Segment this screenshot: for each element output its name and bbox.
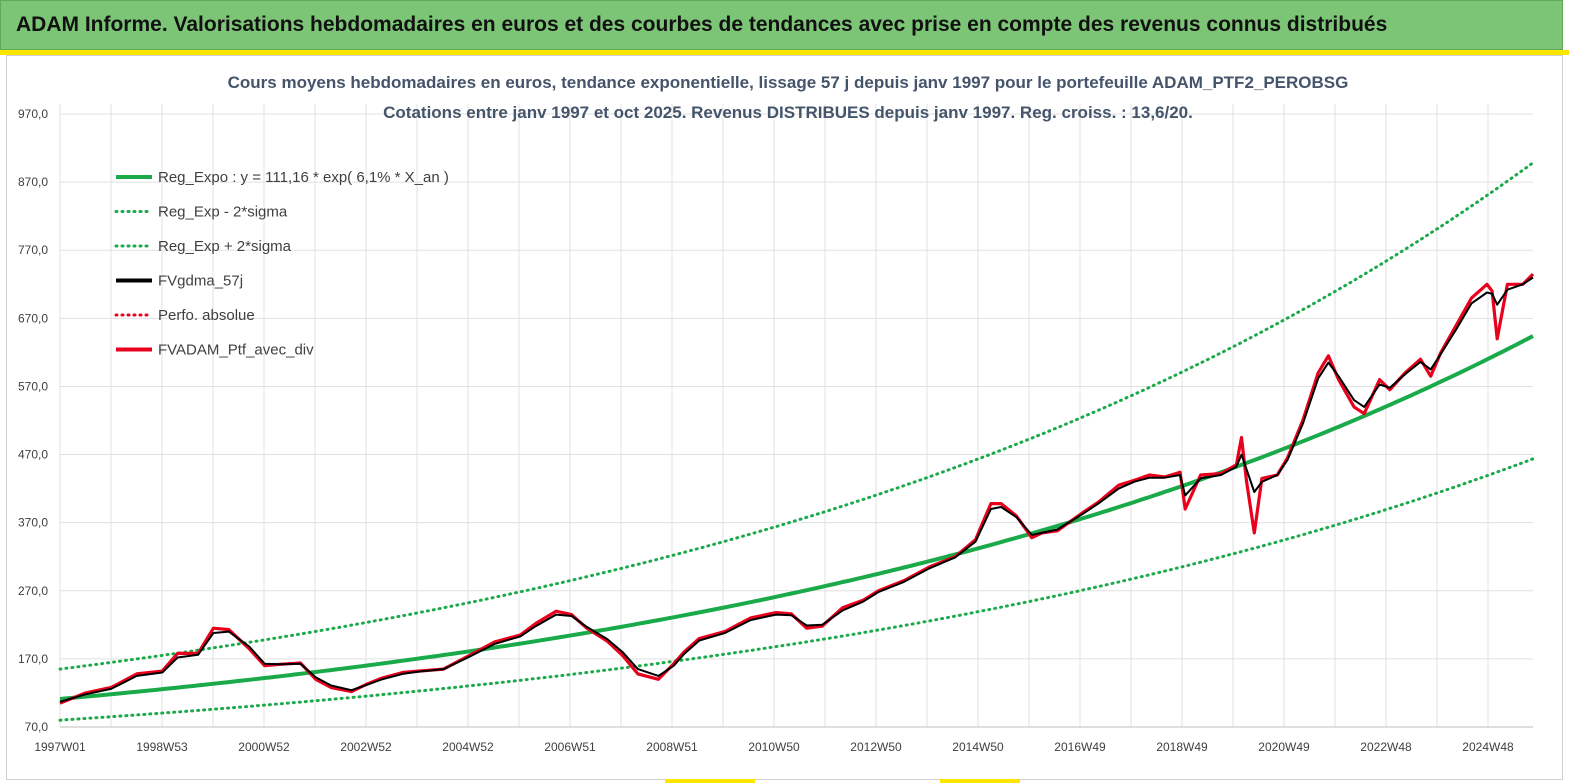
x-tick-label: 1997W01 [34, 740, 86, 754]
y-tick-label: 470,0 [18, 448, 48, 462]
x-tick-label: 2014W50 [952, 740, 1004, 754]
y-tick-label: 170,0 [18, 652, 48, 666]
x-tick-label: 2000W52 [238, 740, 290, 754]
y-tick-label: 970,0 [18, 107, 48, 121]
chart-title-line-2: Cotations entre janv 1997 et oct 2025. R… [383, 103, 1193, 122]
x-axis: 1997W01 1998W53 2000W52 2002W52 2004W52 2006W… [34, 740, 1514, 754]
x-tick-label: 2008W51 [646, 740, 698, 754]
y-tick-label: 870,0 [18, 175, 48, 189]
x-tick-label: 2010W50 [748, 740, 800, 754]
series-reg-plus-2sigma [58, 161, 1535, 671]
series-reg-expo [59, 334, 1534, 701]
y-tick-label: 370,0 [18, 516, 48, 530]
x-tick-label: 2002W52 [340, 740, 392, 754]
y-tick-label: 70,0 [25, 720, 49, 734]
header-bar: ADAM Informe. Valorisations hebdomadaire… [0, 0, 1563, 50]
legend: Reg_Expo : y = 111,16 * exp( 6,1% * X_an… [114, 169, 449, 359]
legend-label: FVgdma_57j [158, 273, 243, 290]
series-reg-minus-2sigma [58, 457, 1535, 722]
x-tick-label: 2018W49 [1156, 740, 1208, 754]
accent-bar [0, 50, 1569, 55]
accent-chip [940, 779, 1020, 783]
x-tick-label: 2016W49 [1054, 740, 1106, 754]
x-tick-label: 2012W50 [850, 740, 902, 754]
chart-grid [59, 104, 1533, 728]
legend-label: Reg_Exp + 2*sigma [158, 238, 292, 255]
accent-chip [665, 779, 755, 783]
page-title: ADAM Informe. Valorisations hebdomadaire… [16, 13, 1388, 36]
x-tick-label: 1998W53 [136, 740, 188, 754]
y-tick-label: 670,0 [18, 311, 48, 325]
x-tick-label: 2006W51 [544, 740, 596, 754]
series-fvgdma-57j [59, 276, 1534, 703]
y-tick-label: 570,0 [18, 379, 48, 393]
legend-label: FVADAM_Ptf_avec_div [158, 342, 314, 359]
y-tick-label: 270,0 [18, 584, 48, 598]
plot-area [58, 161, 1535, 722]
legend-label: Reg_Expo : y = 111,16 * exp( 6,1% * X_an… [158, 169, 449, 186]
x-tick-label: 2020W49 [1258, 740, 1310, 754]
x-tick-label: 2024W48 [1462, 740, 1514, 754]
chart-title-line-1: Cours moyens hebdomadaires en euros, ten… [228, 73, 1349, 92]
x-tick-label: 2022W48 [1360, 740, 1412, 754]
x-tick-label: 2004W52 [442, 740, 494, 754]
y-axis: 70,0 170,0 270,0 370,0 470,0 570,0 670,0 770,0 8… [18, 107, 48, 734]
y-tick-label: 770,0 [18, 243, 48, 257]
legend-label: Perfo. absolue [158, 307, 255, 324]
legend-label: Reg_Exp - 2*sigma [158, 204, 288, 221]
series-fvadam-ptf-avec-div [59, 272, 1535, 705]
